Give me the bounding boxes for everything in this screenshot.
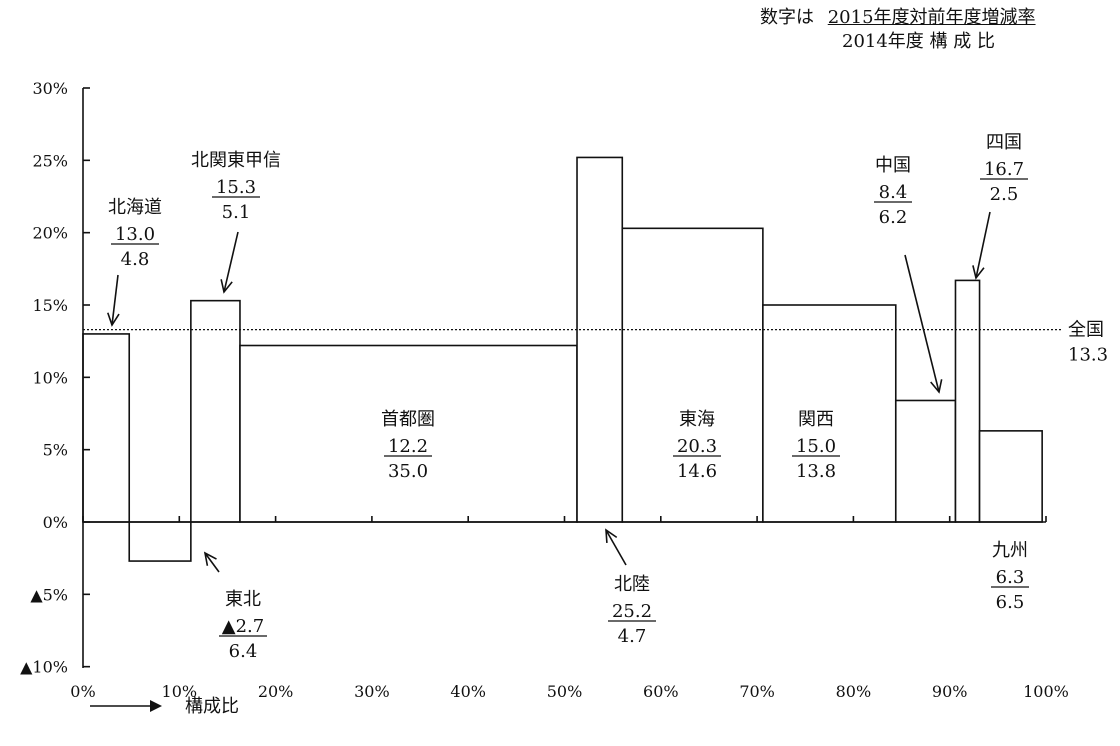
callout-arrowhead (605, 528, 618, 544)
legend-note-prefix: 数字は (760, 7, 814, 28)
region-share: 13.8 (796, 461, 836, 482)
region-growth: 16.7 (984, 159, 1024, 180)
region-label-6: 東海 20.3 14.6 (673, 409, 721, 482)
region-share: 6.4 (229, 641, 258, 662)
region-name: 首都圏 (381, 409, 435, 430)
region-label-2: 東北 ▲2.7 6.4 (203, 551, 267, 662)
bar-1 (82, 333, 131, 523)
region-name: 北陸 (614, 574, 650, 595)
y-tick-label: 0% (43, 513, 68, 532)
bar-6 (621, 227, 764, 523)
region-share: 4.8 (121, 249, 150, 270)
region-name: 北関東甲信 (191, 150, 281, 171)
reference-value: 13.3 (1068, 345, 1108, 366)
region-share: 14.6 (677, 461, 717, 482)
region-growth: 12.2 (388, 436, 428, 457)
callout-arrow (111, 274, 119, 326)
bar-3 (190, 299, 241, 523)
region-growth: 25.2 (612, 601, 652, 622)
region-name: 東北 (225, 589, 261, 610)
region-growth: 15.3 (216, 177, 256, 198)
x-tick-label: 60% (643, 682, 679, 701)
region-growth: 8.4 (879, 182, 908, 203)
region-name: 北海道 (108, 197, 162, 218)
x-legend-arrow-head (150, 700, 162, 712)
callout-arrowhead (930, 379, 943, 394)
x-tick-label: 20% (258, 682, 294, 701)
x-tick-label: 70% (739, 682, 775, 701)
y-tick-label: 5% (43, 441, 68, 460)
region-share: 6.5 (996, 592, 1025, 613)
x-tick-label: 0% (70, 682, 95, 701)
callout-arrowhead (972, 265, 985, 280)
x-tick-label: 50% (547, 682, 583, 701)
x-tick-label: 10% (162, 682, 198, 701)
bar-9 (954, 279, 981, 523)
region-name: 九州 (992, 540, 1028, 561)
callout-arrow (204, 552, 220, 573)
bar-2 (128, 521, 192, 562)
region-label-10: 九州 6.3 6.5 (991, 540, 1029, 613)
region-label-4: 首都圏 12.2 35.0 (381, 409, 435, 482)
y-tick-label: 25% (32, 151, 68, 170)
x-legend-label: 構成比 (185, 696, 239, 717)
region-growth: 20.3 (677, 436, 717, 457)
region-name: 四国 (986, 132, 1022, 153)
region-growth: 6.3 (996, 567, 1025, 588)
region-share: 5.1 (222, 202, 251, 223)
region-name: 関西 (798, 409, 834, 430)
region-name: 東海 (679, 409, 715, 430)
region-label-8: 中国 8.4 6.2 (874, 155, 943, 394)
region-share: 2.5 (990, 184, 1019, 205)
region-label-9: 四国 16.7 2.5 (972, 132, 1028, 280)
region-label-5: 北陸 25.2 4.7 (605, 528, 656, 647)
reference-label: 全国 (1068, 320, 1104, 341)
region-growth: 13.0 (115, 224, 155, 245)
x-tick-label: 40% (450, 682, 486, 701)
x-tick-label: 100% (1023, 682, 1069, 701)
callout-arrow (904, 254, 940, 393)
region-label-7: 関西 15.0 13.8 (792, 409, 840, 482)
y-tick-label: 30% (32, 79, 68, 98)
x-tick-label: 30% (354, 682, 390, 701)
y-tick-label: ▲5% (30, 585, 68, 604)
legend-note: 数字は 2015年度対前年度増減率 2014年度 構 成 比 (760, 6, 1036, 54)
region-name: 中国 (875, 155, 911, 176)
bar-8 (894, 399, 957, 523)
region-share: 4.7 (618, 626, 647, 647)
bar-5 (576, 156, 624, 523)
x-tick-label: 80% (836, 682, 872, 701)
region-growth: ▲2.7 (222, 616, 264, 637)
callout-arrowhead (220, 279, 233, 294)
y-tick-label: 15% (32, 296, 68, 315)
y-tick-label: ▲10% (20, 658, 68, 677)
y-tick-label: 10% (32, 368, 68, 387)
bar-10 (978, 430, 1043, 523)
callout-arrow (605, 529, 627, 566)
region-share: 6.2 (879, 207, 908, 228)
legend-note-share: 2014年度 構 成 比 (842, 31, 995, 52)
callout-arrow (223, 231, 239, 293)
region-label-1: 北海道 13.0 4.8 (107, 197, 162, 327)
region-label-3: 北関東甲信 15.3 5.1 (191, 150, 281, 294)
region-share: 35.0 (388, 461, 428, 482)
callout-arrow (975, 211, 991, 279)
legend-note-growth: 2015年度対前年度増減率 (827, 7, 1036, 28)
x-tick-label: 90% (932, 682, 968, 701)
callout-arrowhead (203, 551, 217, 566)
bar-4 (239, 344, 578, 523)
y-tick-label: 20% (32, 224, 68, 243)
callout-arrowhead (107, 312, 120, 327)
region-growth: 15.0 (796, 436, 836, 457)
